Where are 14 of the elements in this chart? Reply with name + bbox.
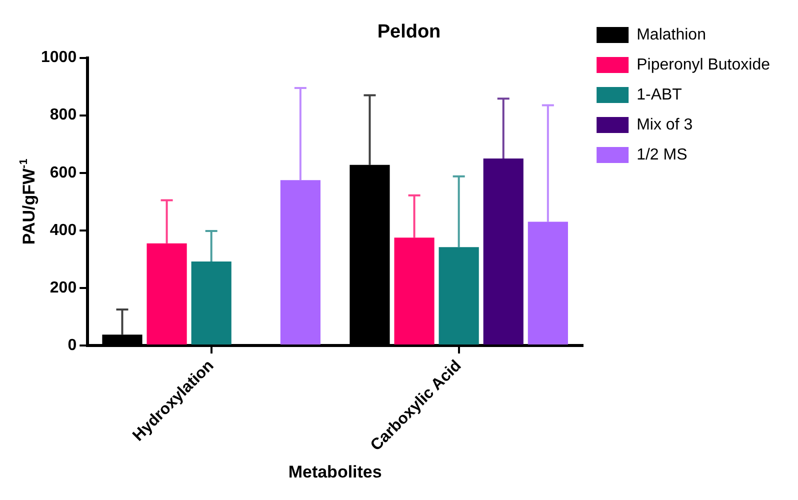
legend-label: 1/2 MS (636, 146, 688, 164)
y-tick-label: 200 (50, 279, 77, 296)
y-tick-label: 0 (68, 336, 77, 354)
y-tick-label: 400 (50, 222, 77, 239)
y-tick-label: 800 (50, 106, 77, 124)
legend-label: Piperonyl Butoxide (636, 56, 770, 74)
y-tick-label: 1000 (41, 49, 77, 66)
chart-title: Peldon (377, 22, 441, 43)
y-tick-label: 600 (50, 164, 77, 182)
legend-label: Mix of 3 (636, 116, 693, 134)
x-axis-title: Metabolites (288, 462, 382, 482)
legend-label: 1-ABT (636, 86, 682, 104)
y-axis-title: PAU/gFW-1 (18, 158, 39, 245)
legend-label: Malathion (636, 26, 706, 44)
